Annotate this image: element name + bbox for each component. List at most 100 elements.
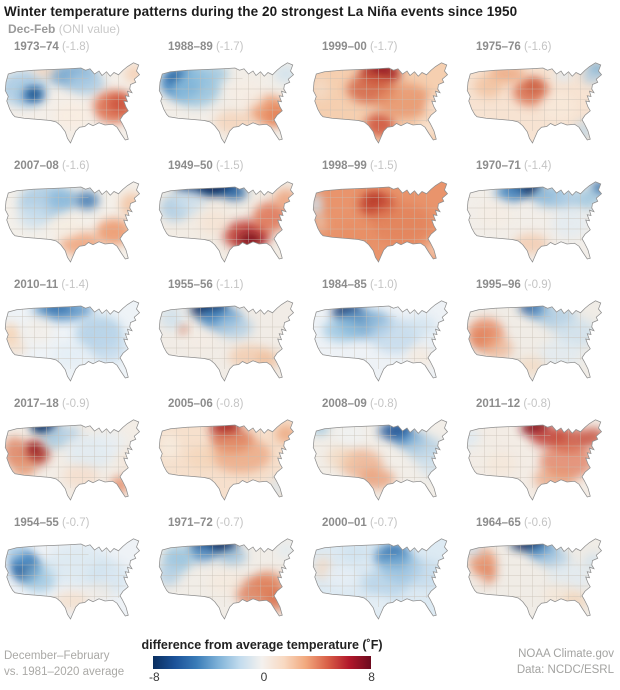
map-winter-years: 1970–71 — [476, 160, 521, 172]
map-label: 1971–72 (-0.7) — [156, 516, 310, 531]
map-panel: 2007–08 (-1.6) — [2, 159, 156, 278]
map-oni-value: (-0.8) — [212, 398, 244, 410]
map-oni-value: (-0.9) — [58, 398, 90, 410]
map-winter-years: 1954–55 — [14, 517, 59, 529]
us-temperature-anomaly-map — [312, 181, 449, 263]
map-oni-value: (-1.1) — [212, 279, 244, 291]
map-label: 2000–01 (-0.7) — [310, 516, 464, 531]
us-temperature-anomaly-map — [4, 300, 141, 382]
map-panel: 2011–12 (-0.8) — [464, 397, 618, 516]
map-oni-value: (-0.9) — [520, 279, 552, 291]
map-winter-years: 1984–85 — [322, 279, 367, 291]
map-label: 1970–71 (-1.4) — [464, 159, 618, 174]
map-panel: 1949–50 (-1.5) — [156, 159, 310, 278]
map-panel: 1954–55 (-0.7) — [2, 516, 156, 635]
map-winter-years: 2011–12 — [476, 398, 521, 410]
source-line2: Data: NCDC/ESRL — [516, 664, 614, 676]
footer-baseline-line2: vs. 1981–2020 average — [4, 666, 125, 678]
subtitle-period: Dec-Feb — [8, 22, 56, 36]
map-oni-value: (-1.5) — [366, 160, 398, 172]
map-winter-years: 2007–08 — [14, 160, 59, 172]
map-panel: 1999–00 (-1.7) — [310, 40, 464, 159]
us-temperature-anomaly-map — [466, 181, 603, 263]
map-label: 2010–11 (-1.4) — [2, 278, 156, 293]
us-temperature-anomaly-map — [158, 538, 295, 620]
map-winter-years: 2010–11 — [14, 279, 59, 291]
map-panel: 1998–99 (-1.5) — [310, 159, 464, 278]
map-label: 1988–89 (-1.7) — [156, 40, 310, 55]
us-temperature-anomaly-map — [158, 181, 295, 263]
map-panel: 1973–74 (-1.8) — [2, 40, 156, 159]
map-label: 2017–18 (-0.9) — [2, 397, 156, 412]
colorbar-tick-min: -8 — [149, 670, 160, 684]
map-label: 2005–06 (-0.8) — [156, 397, 310, 412]
map-label: 1954–55 (-0.7) — [2, 516, 156, 531]
map-oni-value: (-1.4) — [58, 279, 89, 291]
map-label: 1955–56 (-1.1) — [156, 278, 310, 293]
map-panel: 2010–11 (-1.4) — [2, 278, 156, 397]
us-temperature-anomaly-map — [466, 62, 603, 144]
map-winter-years: 1995–96 — [476, 279, 521, 291]
us-temperature-anomaly-map — [4, 419, 141, 501]
colorbar-ticks: -8 0 8 — [149, 670, 375, 684]
map-panel: 1955–56 (-1.1) — [156, 278, 310, 397]
map-winter-years: 2017–18 — [14, 398, 59, 410]
map-label: 1999–00 (-1.7) — [310, 40, 464, 55]
map-oni-value: (-1.0) — [366, 279, 398, 291]
us-temperature-anomaly-map — [312, 300, 449, 382]
map-oni-value: (-0.8) — [520, 398, 551, 410]
map-winter-years: 1999–00 — [322, 41, 367, 53]
map-label: 2007–08 (-1.6) — [2, 159, 156, 174]
map-label: 1998–99 (-1.5) — [310, 159, 464, 174]
map-label: 2011–12 (-0.8) — [464, 397, 618, 412]
map-winter-years: 1955–56 — [168, 279, 213, 291]
map-winter-years: 1971–72 — [168, 517, 213, 529]
map-oni-value: (-1.7) — [366, 41, 398, 53]
colorbar — [153, 656, 371, 669]
map-label: 1964–65 (-0.6) — [464, 516, 618, 531]
map-label: 1995–96 (-0.9) — [464, 278, 618, 293]
colorbar-tick-zero: 0 — [260, 670, 268, 684]
map-winter-years: 1998–99 — [322, 160, 367, 172]
us-temperature-anomaly-map — [158, 62, 295, 144]
footer-baseline-line1: December–February — [4, 650, 110, 662]
map-oni-value: (-1.8) — [58, 41, 90, 53]
colorbar-legend: difference from average temperature (˚F)… — [140, 638, 384, 684]
map-label: 1949–50 (-1.5) — [156, 159, 310, 174]
colorbar-title: difference from average temperature (˚F) — [141, 638, 383, 652]
map-panel: 2017–18 (-0.9) — [2, 397, 156, 516]
map-winter-years: 1975–76 — [476, 41, 521, 53]
source-credit: NOAA Climate.gov Data: NCDC/ESRL — [517, 646, 614, 678]
map-winter-years: 2005–06 — [168, 398, 213, 410]
us-temperature-anomaly-map — [312, 62, 449, 144]
page-title: Winter temperature patterns during the 2… — [4, 4, 518, 19]
map-winter-years: 2008–09 — [322, 398, 367, 410]
map-panel: 2005–06 (-0.8) — [156, 397, 310, 516]
map-panel: 1995–96 (-0.9) — [464, 278, 618, 397]
us-temperature-anomaly-map — [466, 300, 603, 382]
map-label: 1975–76 (-1.6) — [464, 40, 618, 55]
map-oni-value: (-0.7) — [366, 517, 398, 529]
us-temperature-anomaly-map — [466, 419, 603, 501]
map-panel: 1988–89 (-1.7) — [156, 40, 310, 159]
map-oni-value: (-1.6) — [58, 160, 90, 172]
map-label: 2008–09 (-0.8) — [310, 397, 464, 412]
map-oni-value: (-0.7) — [58, 517, 90, 529]
us-temperature-anomaly-map — [466, 538, 603, 620]
us-temperature-anomaly-map — [312, 419, 449, 501]
map-panel: 1971–72 (-0.7) — [156, 516, 310, 635]
map-panel: 2000–01 (-0.7) — [310, 516, 464, 635]
figure-subtitle: Dec-Feb (ONI value) — [8, 22, 120, 36]
map-oni-value: (-1.5) — [212, 160, 244, 172]
source-line1: NOAA Climate.gov — [518, 648, 614, 660]
map-label: 1984–85 (-1.0) — [310, 278, 464, 293]
us-temperature-anomaly-map — [4, 181, 141, 263]
us-temperature-anomaly-map — [312, 538, 449, 620]
map-winter-years: 2000–01 — [322, 517, 367, 529]
map-oni-value: (-0.8) — [366, 398, 398, 410]
map-panel: 2008–09 (-0.8) — [310, 397, 464, 516]
map-oni-value: (-1.6) — [520, 41, 552, 53]
map-panel: 1964–65 (-0.6) — [464, 516, 618, 635]
map-oni-value: (-0.7) — [212, 517, 244, 529]
footer-baseline-note: December–February vs. 1981–2020 average — [4, 648, 124, 680]
